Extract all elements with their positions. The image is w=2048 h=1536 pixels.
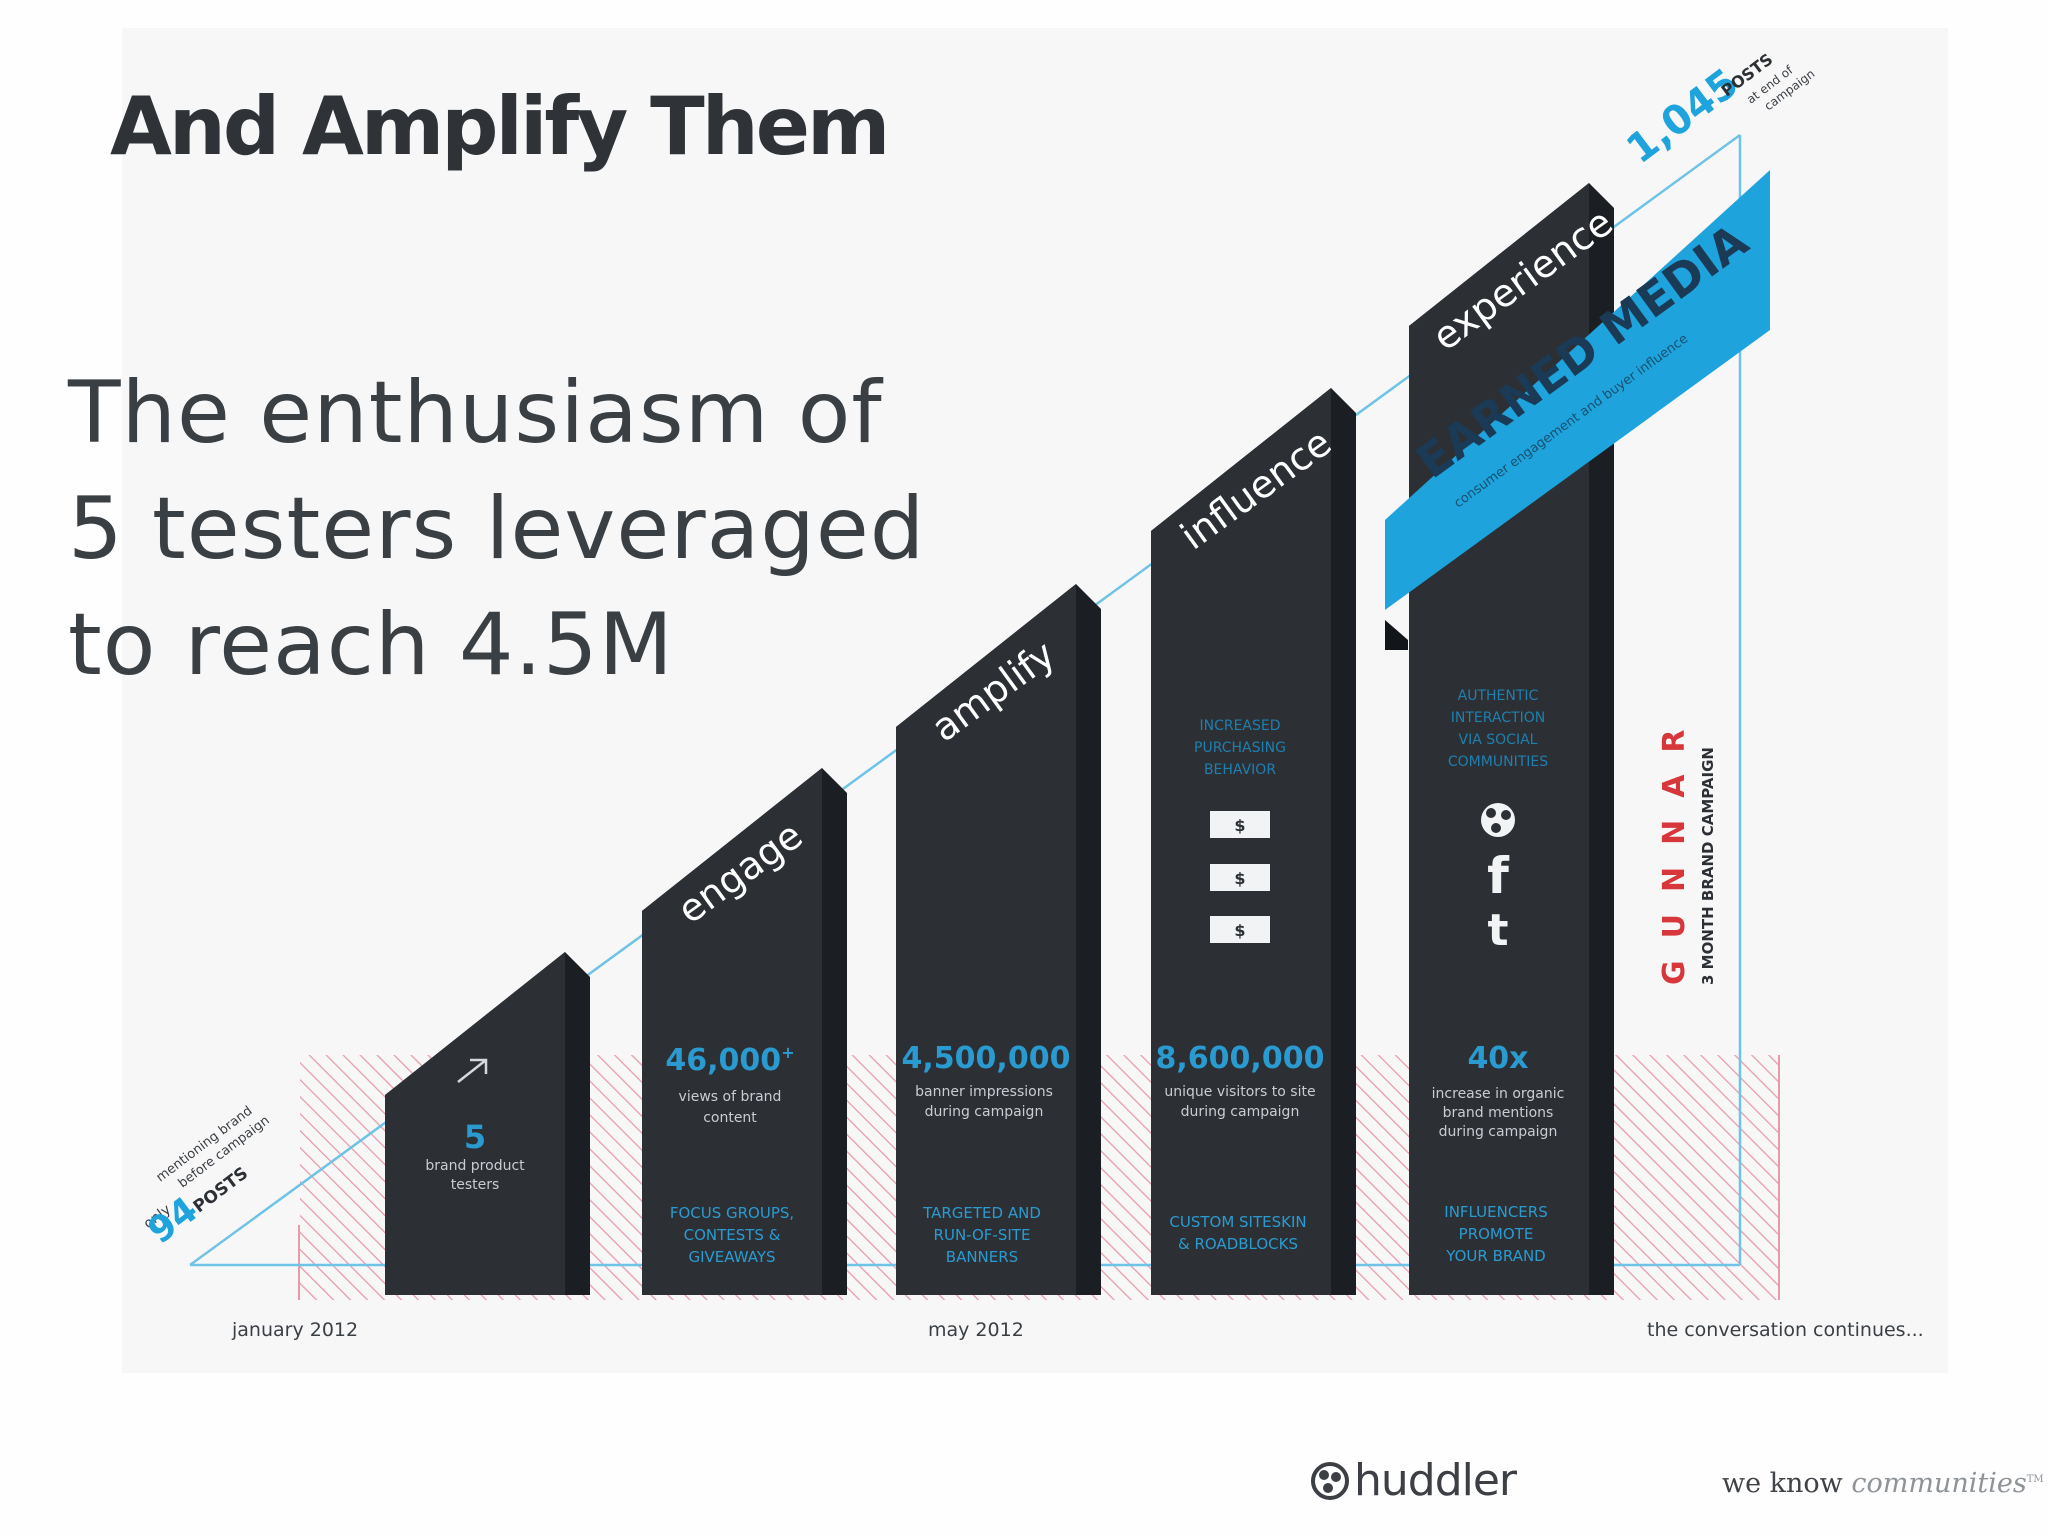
dollar-sign-2: $ (1234, 869, 1245, 888)
bar-3 (896, 584, 1076, 1295)
twitter-icon: t (1487, 905, 1508, 956)
bar-5-desc-1: increase in organic (1432, 1086, 1565, 1102)
bar-2 (642, 768, 822, 1295)
bar-4-tactic-2: & ROADBLOCKS (1178, 1235, 1298, 1253)
bar-2-desc-1: views of brand (679, 1089, 782, 1105)
huddler-logo-icon (1311, 1461, 1349, 1500)
bar-5-top-note-3: VIA SOCIAL (1459, 732, 1538, 748)
bar-5-metric: 40x (1467, 1041, 1528, 1076)
subtitle-line-1: The enthusiasm of (68, 363, 883, 463)
gunnar-logo: GUNNAR (1657, 707, 1692, 985)
bar-5-desc-3: during campaign (1439, 1124, 1558, 1140)
dollar-sign-1: $ (1234, 816, 1245, 835)
huddler-social-icon (1481, 803, 1515, 837)
gunnar-campaign-label: 3 MONTH BRAND CAMPAIGN (1699, 747, 1717, 985)
arrow-icon (457, 1058, 488, 1083)
bar-5-tactic-2: PROMOTE (1459, 1225, 1534, 1243)
earned-media-ribbon-shadow (1385, 620, 1408, 650)
dollar-bill-icon-2: $ (1210, 864, 1270, 891)
bar-1-desc-2: testers (451, 1177, 500, 1193)
bar-1-metric: 5 (464, 1118, 486, 1156)
bar-4-desc-1: unique visitors to site (1164, 1084, 1315, 1100)
bar-5-shadow (1409, 183, 1614, 1295)
bar-4-top-note-1: INCREASED (1199, 718, 1280, 734)
footer-tagline: we know communitiesTM (1722, 1468, 2044, 1499)
end-posts-annotation: 1,045 POSTS at end of campaign (1618, 50, 1817, 173)
subtitle-line-2: 5 testers leveraged (68, 479, 926, 579)
subtitle-line-3: to reach 4.5M (68, 595, 674, 695)
huddler-logo-text: huddler (1354, 1455, 1517, 1506)
bar-2-metric: 46,000+ (665, 1043, 794, 1078)
bar-2-tactic-1: FOCUS GROUPS, (670, 1204, 794, 1222)
huddler-logo: huddler (1310, 1455, 1517, 1506)
timeline-continues: the conversation continues... (1647, 1319, 1924, 1341)
bar-4 (1151, 388, 1331, 1295)
bar-5-top-note-2: INTERACTION (1451, 710, 1545, 726)
timeline-january: january 2012 (231, 1319, 358, 1341)
bar-4-top-note-3: BEHAVIOR (1204, 762, 1276, 778)
start-posts-annotation: only 94 POSTS mentioning brand before ca… (141, 1104, 273, 1253)
tagline-trademark: TM (2026, 1474, 2044, 1485)
bar-2-desc-2: content (703, 1110, 757, 1126)
bar-4-desc-2: during campaign (1181, 1104, 1300, 1120)
bar-5-top-note-1: AUTHENTIC (1458, 688, 1539, 704)
facebook-icon: f (1487, 847, 1510, 905)
tagline-emphasis: communities (1851, 1468, 2027, 1499)
tagline-prefix: we know (1722, 1468, 1852, 1499)
bar-4-top-note-2: PURCHASING (1194, 740, 1286, 756)
dollar-bill-icon-3: $ (1210, 916, 1270, 943)
bar-1 (385, 952, 565, 1295)
bar-2-tactic-3: GIVEAWAYS (688, 1248, 775, 1266)
bar-2-tactic-2: CONTESTS & (684, 1226, 781, 1244)
bar-5-tactic-3: YOUR BRAND (1445, 1247, 1545, 1265)
slide-title: And Amplify Them (110, 80, 890, 173)
bar-2-metric-sup: + (781, 1043, 794, 1062)
bar-3-metric: 4,500,000 (902, 1041, 1071, 1076)
dollar-bill-icon-1: $ (1210, 811, 1270, 838)
bar-3-tactic-3: BANNERS (946, 1248, 1018, 1266)
bar-3-tactic-2: RUN-OF-SITE (934, 1226, 1031, 1244)
bar-5-top-note-4: COMMUNITIES (1448, 754, 1548, 770)
bar-3-desc-2: during campaign (925, 1104, 1044, 1120)
timeline-may: may 2012 (928, 1319, 1024, 1341)
bar-3-tactic-1: TARGETED AND (922, 1204, 1041, 1222)
bar-3-desc-1: banner impressions (915, 1084, 1053, 1100)
dollar-sign-3: $ (1234, 921, 1245, 940)
earned-media-ribbon-band (1385, 170, 1770, 610)
bar-5-desc-2: brand mentions (1443, 1105, 1554, 1121)
bar-4-shadow (1151, 388, 1356, 1295)
bar-4-metric: 8,600,000 (1156, 1041, 1325, 1076)
bar-1-desc-1: brand product (425, 1158, 525, 1174)
bars-layer (385, 183, 1614, 1295)
bar-4-tactic-1: CUSTOM SITESKIN (1169, 1213, 1306, 1231)
bar-5-tactic-1: INFLUENCERS (1444, 1203, 1547, 1221)
slide-subtitle: The enthusiasm of 5 testers leveraged to… (68, 355, 925, 703)
